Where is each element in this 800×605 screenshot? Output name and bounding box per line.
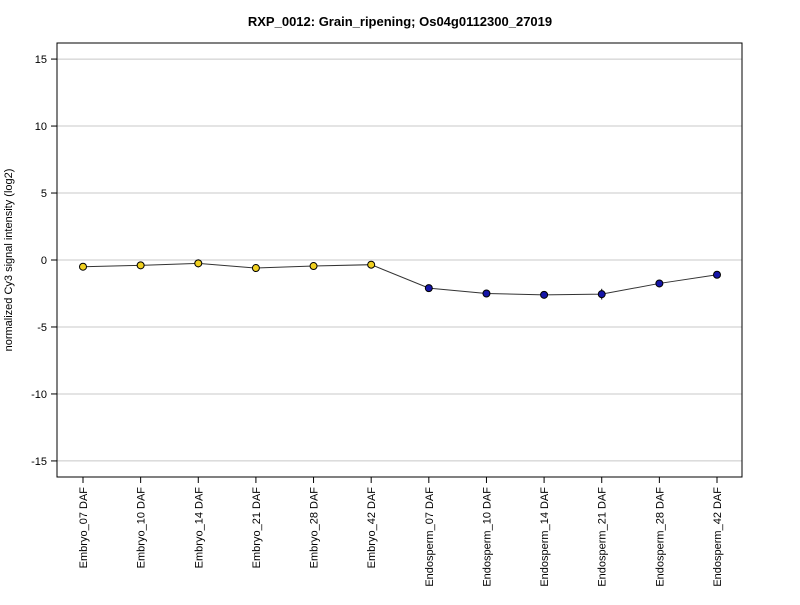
x-tick-label: Embryo_10 DAF [136, 487, 148, 569]
x-tick-label: Embryo_14 DAF [193, 487, 205, 569]
x-tick-label: Embryo_28 DAF [309, 487, 321, 569]
y-tick-label: -5 [37, 322, 47, 334]
data-point [424, 284, 433, 293]
data-point [309, 262, 318, 271]
x-tick-label: Endosperm_21 DAF [597, 487, 609, 587]
y-tick-label: 5 [41, 188, 47, 200]
data-point [482, 289, 491, 298]
y-tick-label: 15 [35, 54, 47, 66]
y-axis-label: normalized Cy3 signal intensity (log2) [3, 169, 15, 352]
data-point [251, 264, 260, 273]
x-tick-label: Endosperm_10 DAF [481, 487, 493, 587]
plot-frame [56, 42, 743, 478]
y-tick-label: -10 [31, 389, 47, 401]
chart-title: RXP_0012: Grain_ripening; Os04g0112300_2… [248, 14, 552, 29]
data-point [655, 279, 664, 288]
x-tick-label: Embryo_07 DAF [78, 487, 90, 569]
series-line [82, 262, 718, 296]
x-tick-label: Endosperm_42 DAF [712, 487, 724, 587]
x-tick-label: Embryo_42 DAF [366, 487, 378, 569]
x-tick-label: Endosperm_14 DAF [539, 487, 551, 587]
data-point [713, 270, 721, 279]
y-tick-label: 0 [41, 255, 47, 267]
data-point [367, 260, 376, 269]
x-tick-label: Embryo_21 DAF [251, 487, 263, 569]
y-tick-label: 10 [35, 121, 47, 133]
axes: 15 10 5 0 -5 -10 -15 Embryo_07 DAF Embryo_10 DAF… [31, 54, 724, 587]
data-point [79, 262, 87, 271]
data-point [597, 290, 606, 299]
data-point [194, 259, 203, 268]
data-point [540, 290, 549, 299]
data-series [79, 259, 721, 300]
y-tick-label: -15 [31, 456, 47, 468]
x-tick-label: Endosperm_28 DAF [654, 487, 666, 587]
gridlines [57, 58, 742, 462]
x-tick-label: Endosperm_07 DAF [424, 487, 436, 587]
data-point [136, 261, 145, 270]
